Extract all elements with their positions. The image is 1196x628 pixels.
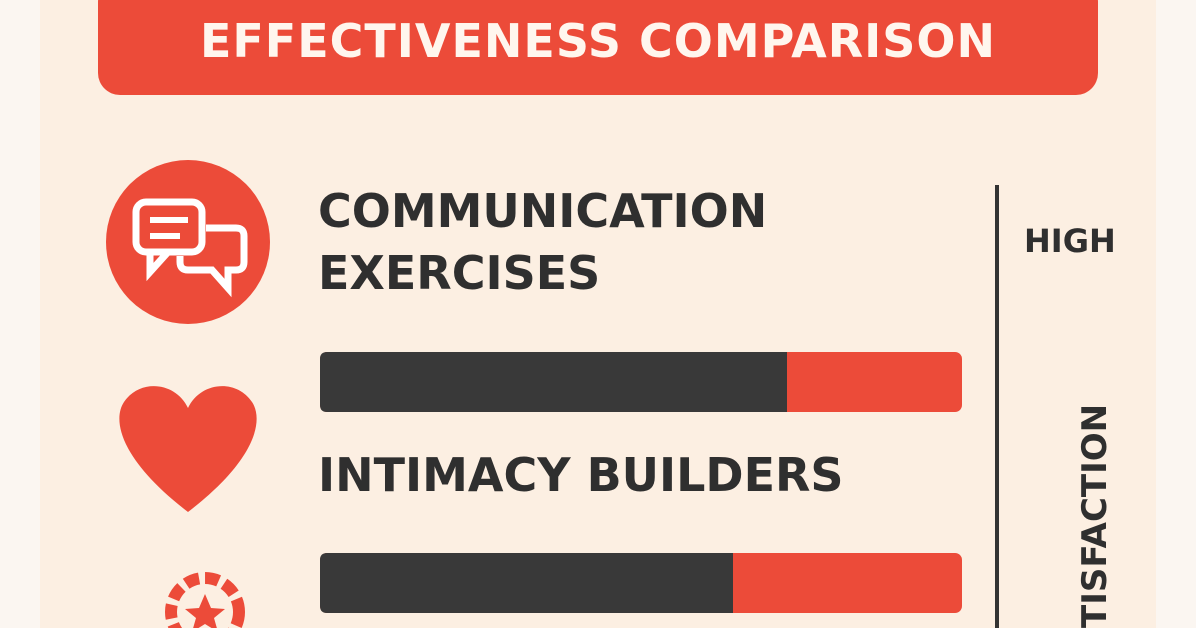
bubble <box>176 224 248 298</box>
title: EFFECTIVENESS COMPARISON <box>199 14 997 68</box>
heart-icon <box>119 386 257 512</box>
scale-axis-label: TISFACTION <box>1075 403 1115 628</box>
star <box>185 594 225 628</box>
item-label: INTIMACY BUILDERS <box>318 448 844 502</box>
bubble <box>132 198 206 256</box>
item-label: COMMUNICATION EXERCISES <box>318 184 768 300</box>
title-bar <box>98 0 1098 95</box>
scale-top-label: HIGH <box>1024 222 1116 260</box>
bar-fill <box>320 352 787 412</box>
bubble-tail <box>146 249 171 282</box>
badge-icon <box>165 572 245 628</box>
bar-fill <box>320 553 733 613</box>
